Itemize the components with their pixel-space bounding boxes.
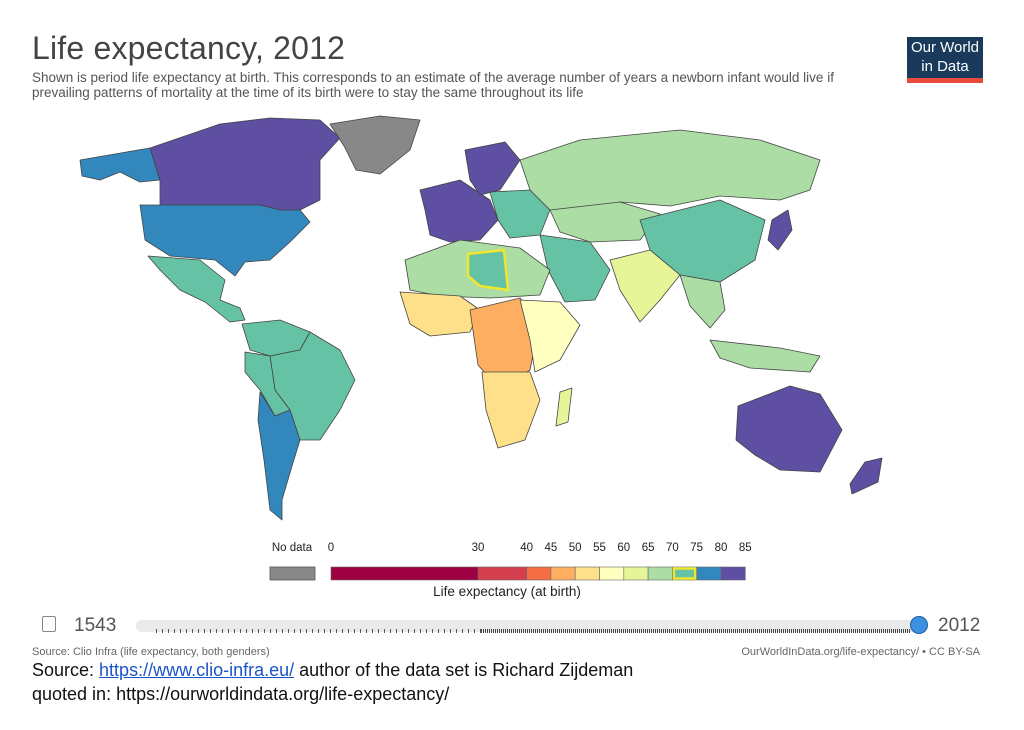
legend-bin-0-30	[330, 566, 479, 581]
play-button[interactable]	[42, 616, 56, 632]
legend-tick-80: 80	[714, 542, 728, 554]
country-scandinavia	[464, 141, 521, 196]
legend-tick-65: 65	[641, 542, 655, 554]
timeline-ticks-dense	[481, 629, 911, 633]
timeline[interactable]: 1543 2012	[0, 612, 1024, 642]
quoted-line: quoted in: https://ourworldindata.org/li…	[32, 684, 450, 704]
country-madagascar	[555, 387, 573, 427]
legend-no-data-label: No data	[271, 542, 313, 554]
legend-bin-40-45	[526, 566, 552, 581]
owid-license-link[interactable]: OurWorldInData.org/life-expectancy/ • CC…	[741, 646, 980, 658]
legend-bin-50-55	[574, 566, 600, 581]
legend-tick-45: 45	[544, 542, 558, 554]
legend-tick-50: 50	[568, 542, 582, 554]
country-west-africa	[399, 291, 481, 337]
country-argentina-chile	[257, 391, 301, 521]
source-link[interactable]: https://www.clio-infra.eu/	[99, 660, 295, 680]
legend-tick-85: 85	[738, 542, 752, 554]
legend-tick-0: 0	[327, 542, 335, 554]
country-australia	[735, 385, 843, 473]
country-indonesia	[709, 339, 821, 373]
country-greenland	[329, 115, 421, 175]
legend-bin-45-50	[550, 566, 576, 581]
chart-title: Life expectancy, 2012	[32, 30, 346, 66]
legend-bin-65-70	[647, 566, 673, 581]
country-western-europe	[419, 179, 499, 243]
country-central-africa	[469, 297, 541, 391]
country-usa	[139, 204, 311, 277]
country-india	[609, 249, 681, 323]
legend-highlight	[672, 567, 697, 580]
logo-line-1: Our World	[910, 39, 980, 56]
country-new-zealand	[849, 457, 883, 495]
world-map[interactable]	[20, 110, 900, 530]
legend-tick-55: 55	[593, 542, 606, 554]
country-middle-east	[539, 234, 611, 303]
timeline-ticks	[156, 629, 481, 633]
legend-no-data-swatch	[269, 566, 316, 581]
country-east-africa	[519, 299, 581, 373]
source-line: Source: https://www.clio-infra.eu/ autho…	[32, 660, 633, 681]
legend-bin-55-60	[599, 566, 625, 581]
legend-tick-70: 70	[665, 542, 679, 554]
legend-bin-70-75	[672, 566, 698, 581]
legend-bin-80-85	[720, 566, 746, 581]
country-alaska	[79, 147, 161, 183]
timeline-start-year: 1543	[74, 615, 117, 636]
legend-bin-30-40	[477, 566, 527, 581]
source-note: Source: Clio Infra (life expectancy, bot…	[32, 646, 270, 658]
chart-subtitle: Shown is period life expectancy at birth…	[32, 70, 834, 100]
legend-tick-75: 75	[690, 542, 704, 554]
legend-tick-40: 40	[520, 542, 533, 554]
country-mexico	[147, 255, 246, 323]
country-se-asia	[679, 274, 726, 329]
timeline-handle[interactable]	[910, 616, 928, 634]
legend-title: Life expectancy (at birth)	[433, 584, 581, 599]
legend-tick-30: 30	[471, 542, 485, 554]
country-southern-africa	[481, 371, 541, 449]
country-central-asia	[549, 201, 661, 243]
legend-bin-75-80	[696, 566, 722, 581]
country-japan	[767, 209, 793, 251]
logo-line-2: in Data	[921, 58, 969, 75]
legend-tick-60: 60	[617, 542, 631, 554]
source-prefix: Source:	[32, 660, 100, 680]
legend-bin-60-65	[623, 566, 649, 581]
timeline-end-year: 2012	[938, 615, 981, 636]
country-russia	[519, 129, 821, 211]
country-libya	[466, 248, 510, 292]
source-suffix: author of the data set is Richard Zijdem…	[294, 660, 634, 680]
owid-logo[interactable]: Our World in Data	[907, 37, 983, 83]
country-canada	[149, 117, 341, 211]
